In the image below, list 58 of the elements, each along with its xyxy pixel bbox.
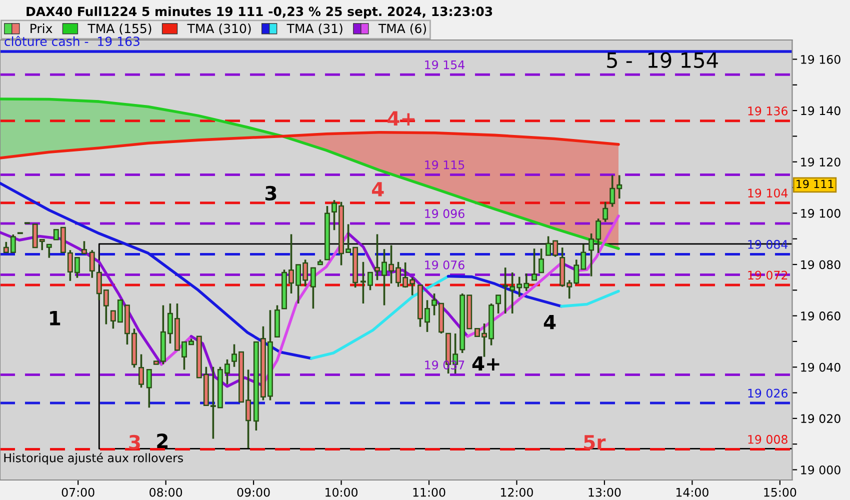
ref-line-label: 19 154 (425, 60, 464, 70)
annotation: 5r (584, 435, 606, 450)
x-tick-label: 12:00 (501, 488, 533, 497)
annotation: 4 (544, 314, 556, 330)
legend-label: Prix (30, 24, 52, 34)
y-tick-label: 19 140 (801, 106, 840, 116)
x-tick-label: 14:00 (676, 488, 708, 497)
candlestick (146, 368, 152, 409)
annotation: 1 (50, 311, 60, 326)
x-tick-label: 11:00 (413, 488, 446, 497)
annotation: 4 (372, 182, 384, 196)
annotation: 3 (129, 434, 140, 450)
ref-line-label: 19 008 (748, 434, 788, 444)
annotation: 4+ (472, 356, 500, 371)
ref-line-label: 19 096 (425, 209, 464, 218)
legend-label: TMA (6) (378, 24, 426, 35)
candlestick (89, 249, 95, 279)
y-tick-label: 19 020 (801, 414, 840, 424)
line-series (310, 274, 450, 360)
ref-line-label: 19 104 (748, 188, 788, 198)
annotation: Historique ajusté aux rollovers (4, 452, 183, 465)
x-tick-label: 13:00 (588, 488, 621, 497)
x-tick-label: 10:00 (326, 488, 358, 497)
candlestick (138, 353, 144, 389)
candlestick (81, 240, 87, 254)
y-tick-label: 19 060 (801, 312, 840, 320)
annotation: 2 (157, 434, 168, 448)
annotation: 3 (265, 186, 276, 201)
x-tick-label: 09:00 (237, 488, 270, 497)
chart-title: DAX40 Full1224 5 minutes 19 111 -0,23 % 25 sept. 2024, 13:23:03 (26, 6, 492, 19)
ref-line-label: 19 076 (425, 260, 464, 270)
annotation: 5 - 19 154 (607, 52, 718, 68)
legend-label: TMA (310) (187, 24, 251, 35)
y-tick-label: 19 000 (801, 465, 840, 474)
candlestick (538, 248, 544, 274)
legend-label: TMA (155) (88, 24, 152, 35)
candlestick (532, 248, 538, 282)
candlestick (310, 266, 316, 310)
ref-line-label: 19 136 (748, 106, 788, 116)
y-tick-label: 19 040 (801, 362, 840, 372)
y-tick-label: 19 120 (801, 158, 840, 167)
ref-line-label: 19 026 (748, 388, 788, 398)
x-tick-label: 08:00 (150, 488, 182, 497)
ref-line-label: clôture cash - 19 163 (4, 36, 140, 46)
legend-label: TMA (31) (286, 24, 342, 35)
y-tick-label: 19 100 (801, 208, 840, 218)
line-series (0, 130, 620, 160)
x-tick-label: 15:00 (764, 488, 796, 497)
candlestick (496, 294, 502, 314)
candlestick (46, 244, 52, 259)
y-tick-label: 19 160 (801, 54, 840, 64)
candlestick (602, 200, 608, 223)
y-tick-label: 19 080 (801, 260, 840, 270)
ref-line-label: 19 115 (425, 160, 464, 170)
line-series (446, 274, 563, 308)
line-series (0, 98, 620, 250)
x-tick-label: 07:00 (62, 488, 94, 497)
text: 19 111 (796, 180, 834, 188)
